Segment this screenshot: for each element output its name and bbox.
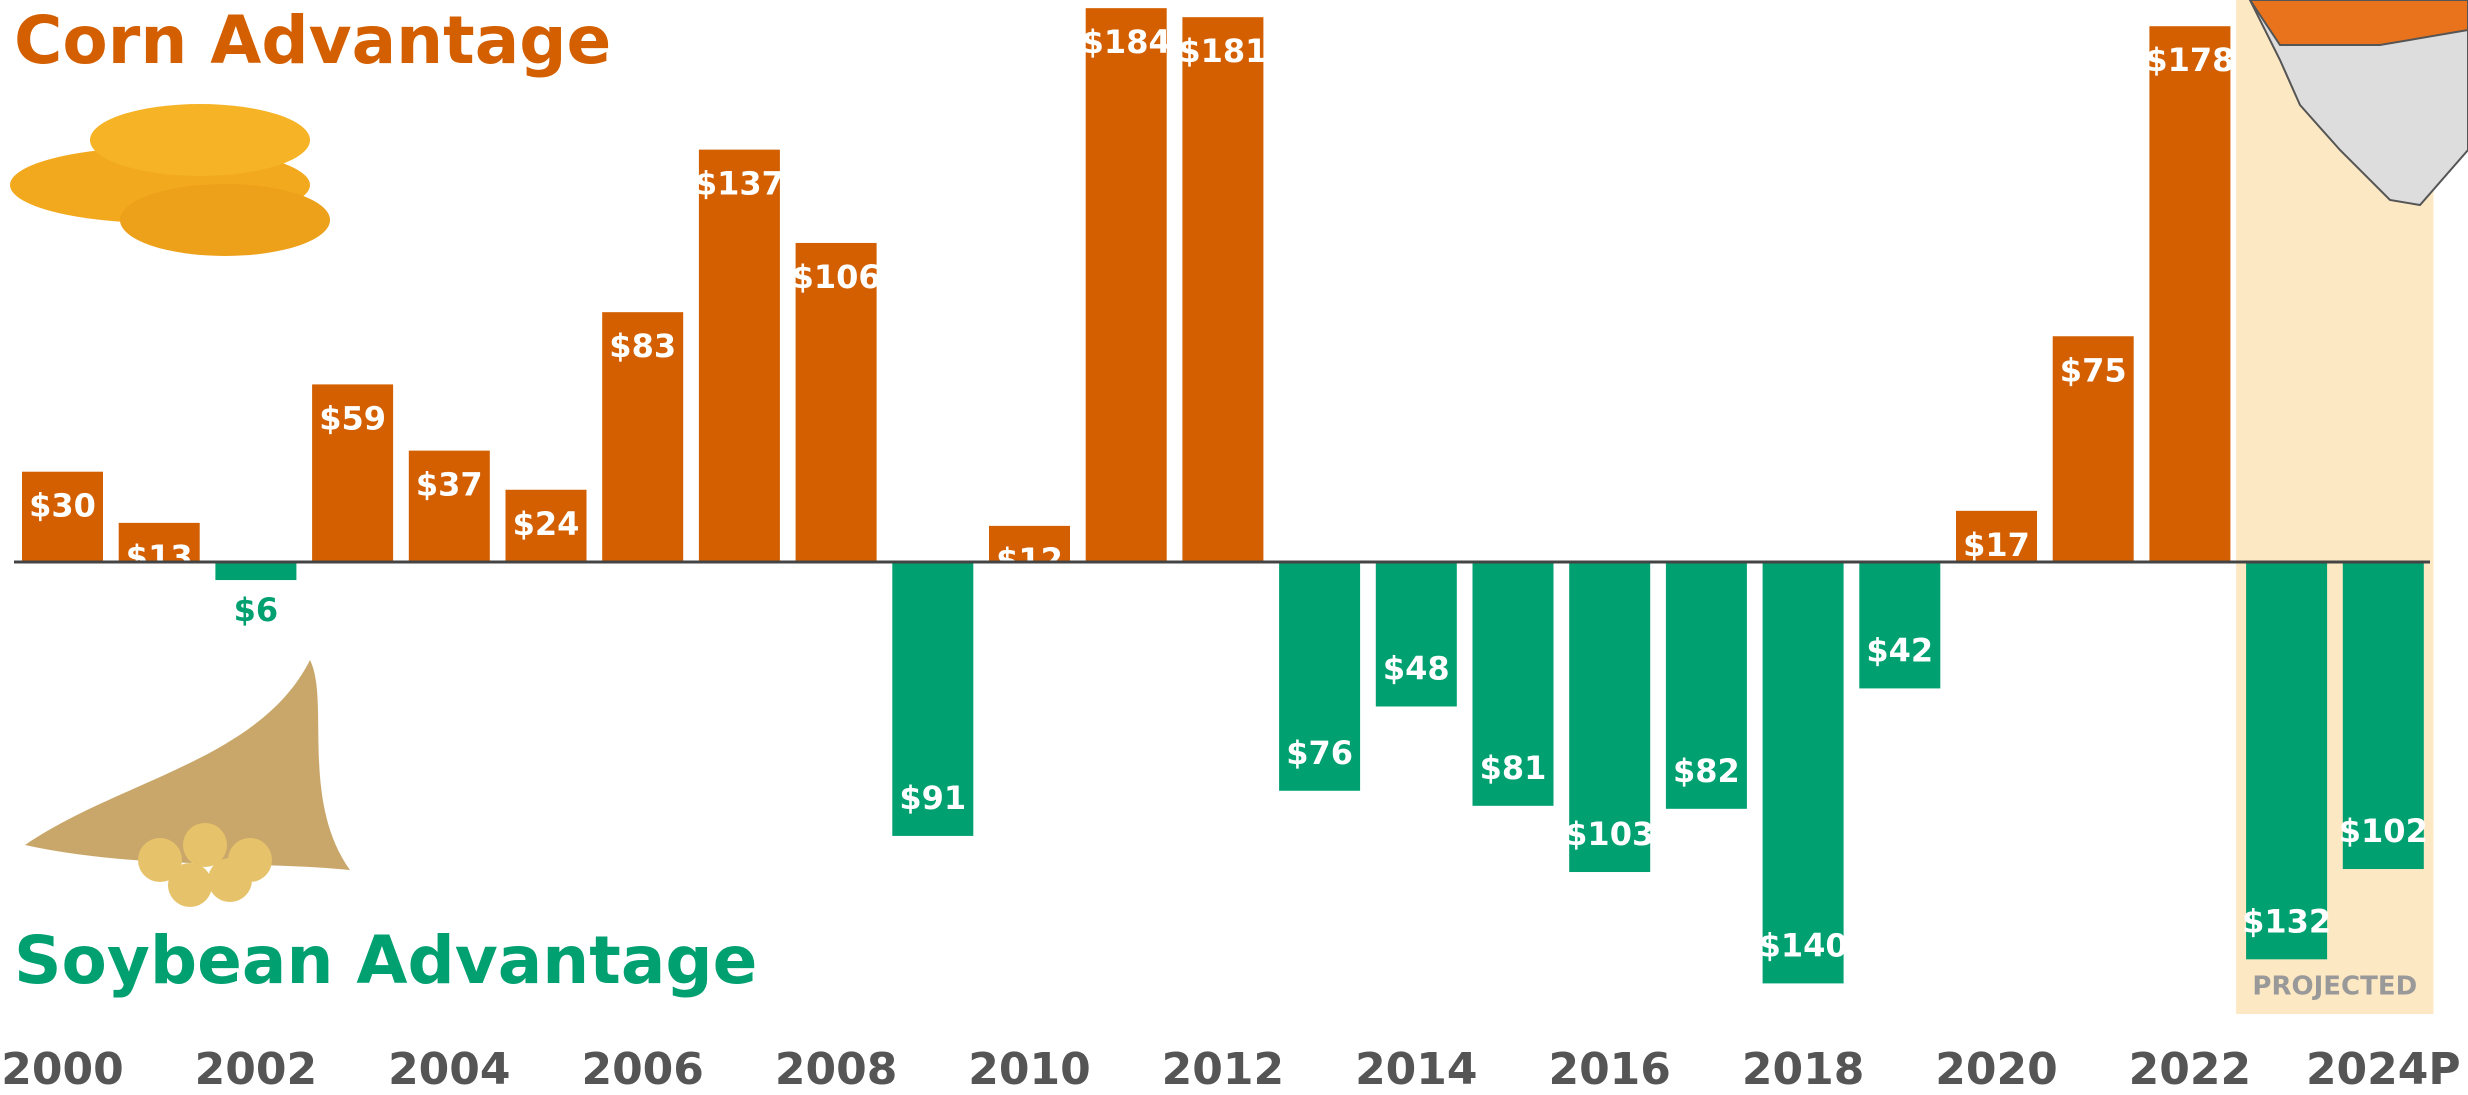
x-tick-label: 2002 (195, 1044, 317, 1095)
value-label: $137 (695, 165, 784, 203)
projected-label: PROJECTED (2252, 972, 2417, 1002)
value-label: $42 (1866, 631, 1933, 669)
x-tick-label: 2010 (968, 1044, 1090, 1095)
value-label: $102 (2339, 812, 2428, 850)
x-tick-label: 2008 (775, 1044, 897, 1095)
value-label: $81 (1480, 749, 1547, 787)
value-label: $106 (792, 258, 881, 296)
value-label: $82 (1673, 752, 1740, 790)
x-tick-label: 2018 (1742, 1044, 1864, 1095)
value-label: $30 (29, 487, 96, 525)
x-tick-label: 2024P (2306, 1044, 2461, 1095)
value-label: $17 (1963, 526, 2030, 564)
value-label: $140 (1759, 926, 1848, 964)
value-label: $75 (2060, 351, 2127, 389)
value-label: $181 (1178, 32, 1267, 70)
corn-title: Corn Advantage (14, 2, 611, 79)
x-tick-label: 2004 (388, 1044, 510, 1095)
value-label: $178 (2145, 41, 2234, 79)
bar (2149, 26, 2230, 562)
x-tick-label: 2020 (1935, 1044, 2057, 1095)
value-label: $103 (1565, 815, 1654, 853)
value-label: $12 (996, 541, 1063, 579)
value-label: $91 (899, 779, 966, 817)
bar (1859, 562, 1940, 688)
value-label: $59 (319, 399, 386, 437)
value-label: $13 (126, 538, 193, 576)
soybean-image (25, 660, 350, 907)
bar (2246, 562, 2327, 959)
soybean-title: Soybean Advantage (14, 922, 757, 999)
value-label: $24 (513, 505, 580, 543)
bar (215, 562, 296, 580)
bar (699, 150, 780, 562)
value-label: $83 (609, 327, 676, 365)
x-tick-label: 2016 (1548, 1044, 1670, 1095)
x-tick-label: 2022 (2129, 1044, 2251, 1095)
value-label: $6 (234, 591, 279, 629)
bar (1763, 562, 1844, 983)
x-tick-label: 2000 (1, 1044, 123, 1095)
x-tick-label: 2014 (1355, 1044, 1477, 1095)
corn-image (10, 104, 330, 256)
value-label: $37 (416, 466, 483, 504)
value-label: $132 (2242, 902, 2331, 940)
bar (1086, 8, 1167, 562)
value-label: $76 (1286, 734, 1353, 772)
value-label: $184 (1082, 23, 1171, 61)
value-label: $48 (1383, 649, 1450, 687)
x-tick-label: 2012 (1162, 1044, 1284, 1095)
bar (1182, 17, 1263, 562)
x-tick-label: 2006 (581, 1044, 703, 1095)
chart: Corn Advantage Soybean Advantage PROJECT… (0, 0, 2468, 1095)
